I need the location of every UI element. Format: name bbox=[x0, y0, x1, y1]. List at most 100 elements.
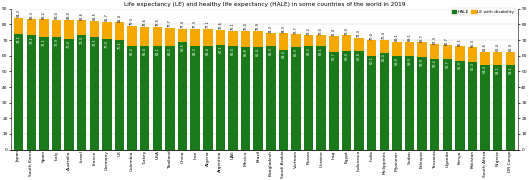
Bar bbox=[216, 30, 225, 45]
Bar bbox=[506, 52, 515, 65]
Text: 54.1: 54.1 bbox=[508, 66, 512, 74]
Bar bbox=[178, 29, 187, 42]
Text: 62.6: 62.6 bbox=[483, 43, 487, 51]
Text: 66.4: 66.4 bbox=[206, 47, 210, 55]
Bar bbox=[367, 56, 376, 150]
Bar bbox=[77, 35, 86, 150]
Text: 66.4: 66.4 bbox=[143, 47, 147, 55]
Bar bbox=[241, 47, 250, 150]
Text: 81.7: 81.7 bbox=[105, 13, 109, 21]
Text: 76.0: 76.0 bbox=[243, 22, 248, 30]
Text: 56.9: 56.9 bbox=[458, 62, 462, 69]
Text: 67.3: 67.3 bbox=[433, 36, 436, 44]
Bar bbox=[65, 39, 74, 150]
Text: 66.0: 66.0 bbox=[231, 47, 235, 55]
Bar bbox=[468, 48, 477, 62]
Bar bbox=[229, 31, 238, 46]
Text: 70.9: 70.9 bbox=[105, 40, 109, 48]
Bar bbox=[127, 26, 137, 46]
Text: 70.1: 70.1 bbox=[117, 41, 122, 49]
Text: 57.7: 57.7 bbox=[445, 60, 449, 68]
Text: 58.2: 58.2 bbox=[433, 60, 436, 67]
Text: 82.5: 82.5 bbox=[93, 12, 96, 20]
Text: 70.9: 70.9 bbox=[67, 40, 71, 48]
Text: 69.1: 69.1 bbox=[407, 33, 412, 41]
Bar bbox=[430, 44, 440, 58]
Bar bbox=[203, 46, 213, 150]
Bar bbox=[291, 34, 300, 48]
Text: 78.5: 78.5 bbox=[156, 18, 159, 26]
Text: 69.1: 69.1 bbox=[395, 33, 399, 41]
Text: 73.4: 73.4 bbox=[80, 36, 84, 44]
Bar bbox=[165, 46, 175, 150]
Bar bbox=[253, 31, 263, 47]
Bar bbox=[342, 35, 351, 51]
Bar bbox=[430, 58, 440, 150]
Text: 77.4: 77.4 bbox=[180, 20, 185, 28]
Bar bbox=[140, 27, 150, 46]
Text: 73.2: 73.2 bbox=[307, 27, 311, 35]
Bar bbox=[203, 29, 213, 46]
Bar bbox=[216, 45, 225, 150]
Bar bbox=[279, 33, 288, 50]
Text: 59.9: 59.9 bbox=[407, 57, 412, 65]
Text: 58.9: 58.9 bbox=[420, 58, 424, 66]
Bar bbox=[493, 65, 503, 150]
Text: 54.4: 54.4 bbox=[483, 66, 487, 73]
Text: 74.3: 74.3 bbox=[269, 25, 273, 33]
Bar bbox=[480, 52, 490, 65]
Text: 66.1: 66.1 bbox=[458, 38, 462, 46]
Text: 77.7: 77.7 bbox=[168, 20, 172, 28]
Bar bbox=[26, 35, 36, 150]
Text: 72.4: 72.4 bbox=[332, 28, 336, 36]
Text: 65.8: 65.8 bbox=[243, 48, 248, 55]
Bar bbox=[140, 46, 150, 150]
Bar bbox=[14, 18, 23, 34]
Text: 62.8: 62.8 bbox=[357, 52, 361, 60]
Bar bbox=[14, 34, 23, 150]
Bar bbox=[165, 28, 175, 46]
Text: 62.4: 62.4 bbox=[508, 44, 512, 51]
Text: 76.1: 76.1 bbox=[231, 22, 235, 30]
Text: 66.3: 66.3 bbox=[193, 47, 197, 55]
Text: 65.3: 65.3 bbox=[294, 48, 298, 56]
Text: 70.0: 70.0 bbox=[370, 32, 373, 40]
Text: 66.1: 66.1 bbox=[319, 47, 323, 55]
Legend: HALE, LE with disability: HALE, LE with disability bbox=[451, 8, 516, 15]
Bar bbox=[506, 65, 515, 150]
Title: Life expectancy (LE) and healthy life expectancy (HALE) in some countries of the: Life expectancy (LE) and healthy life ex… bbox=[124, 2, 405, 7]
Bar bbox=[455, 61, 464, 150]
Bar bbox=[405, 42, 414, 56]
Text: 59.9: 59.9 bbox=[395, 57, 399, 65]
Bar bbox=[52, 20, 61, 37]
Text: 82.6: 82.6 bbox=[80, 12, 84, 20]
Bar bbox=[291, 48, 300, 150]
Text: 65.4: 65.4 bbox=[256, 48, 260, 56]
Text: 73.7: 73.7 bbox=[294, 26, 298, 34]
Bar bbox=[153, 27, 162, 46]
Text: 66.1: 66.1 bbox=[156, 47, 159, 55]
Text: 72.1: 72.1 bbox=[42, 38, 46, 46]
Text: 67.1: 67.1 bbox=[218, 46, 222, 53]
Text: 77.1: 77.1 bbox=[206, 21, 210, 28]
Text: 71.3: 71.3 bbox=[357, 30, 361, 37]
Bar bbox=[279, 50, 288, 150]
Bar bbox=[178, 42, 187, 150]
Text: 77.3: 77.3 bbox=[193, 20, 197, 28]
Bar bbox=[379, 53, 389, 150]
Text: 79.3: 79.3 bbox=[130, 17, 134, 25]
Bar bbox=[392, 56, 402, 150]
Bar bbox=[417, 57, 427, 150]
Text: 62.7: 62.7 bbox=[332, 53, 336, 60]
Bar bbox=[190, 29, 200, 46]
Bar bbox=[354, 51, 364, 150]
Bar bbox=[417, 42, 427, 57]
Text: 73.1: 73.1 bbox=[29, 36, 33, 44]
Bar bbox=[329, 51, 339, 150]
Text: 81.4: 81.4 bbox=[117, 14, 122, 22]
Bar bbox=[468, 62, 477, 150]
Bar bbox=[455, 46, 464, 61]
Text: 73.0: 73.0 bbox=[319, 27, 323, 35]
Text: 66.3: 66.3 bbox=[269, 47, 273, 55]
Text: 70.4: 70.4 bbox=[382, 31, 386, 39]
